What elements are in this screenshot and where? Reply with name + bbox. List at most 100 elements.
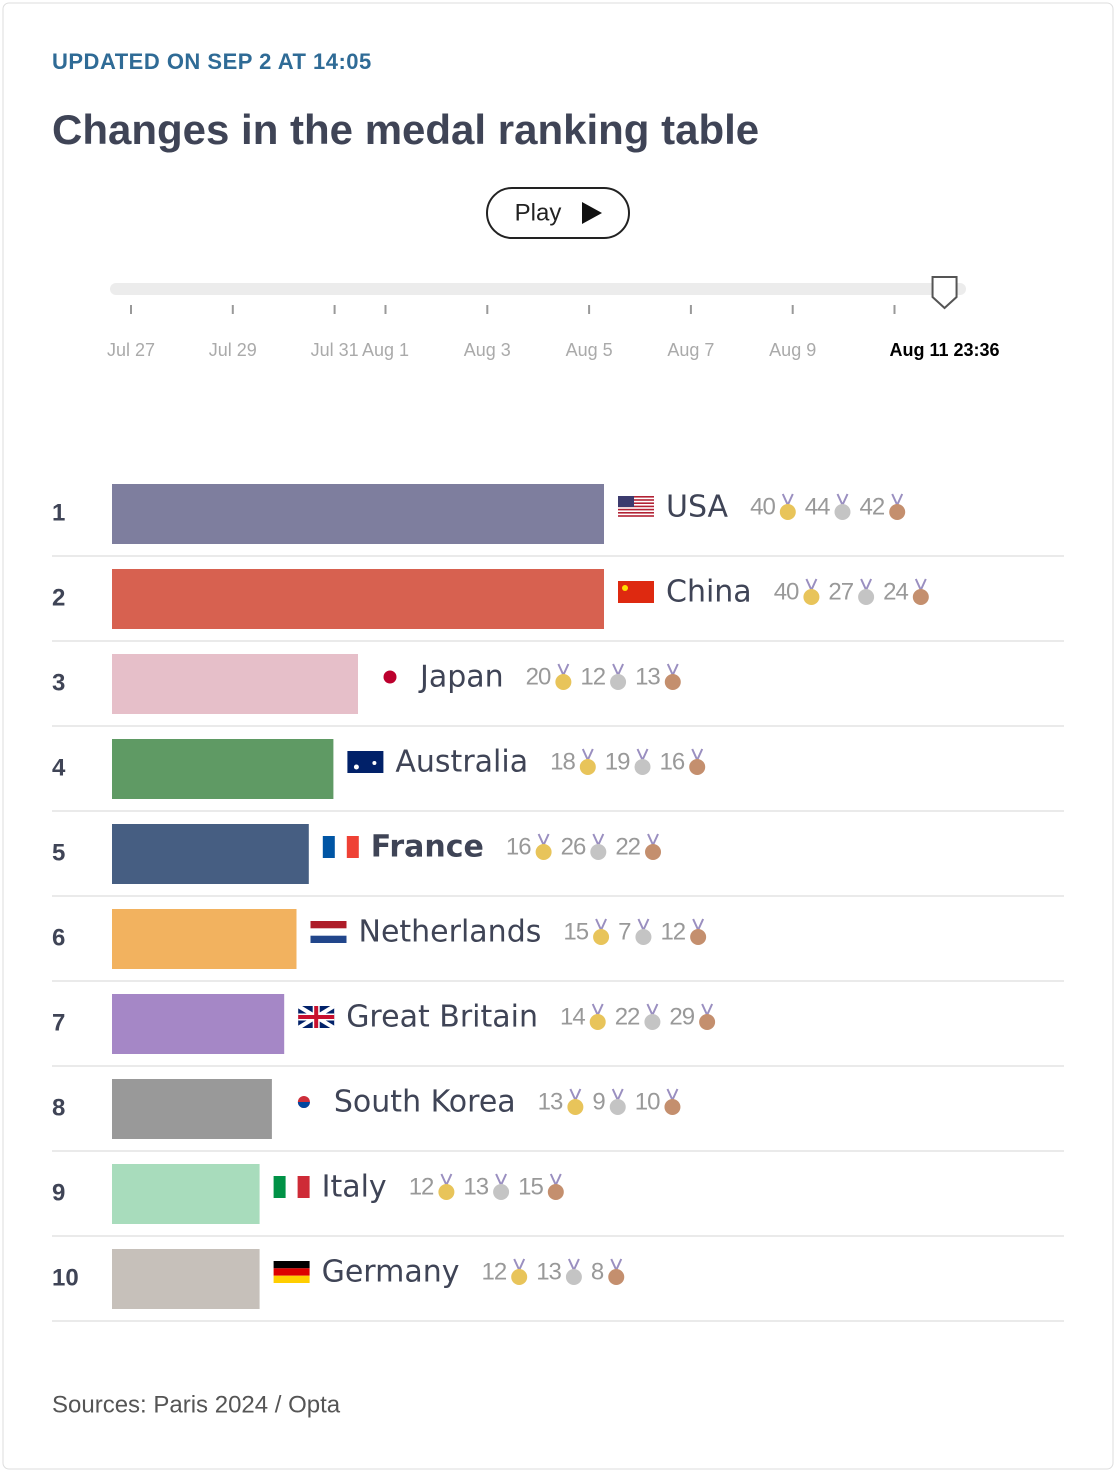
country-name: Germany (322, 1255, 460, 1290)
bar (112, 1164, 260, 1224)
flag (310, 935, 347, 943)
timeline-label: Aug 1 (362, 340, 409, 360)
timeline-current: Aug 11 23:36 (890, 340, 1000, 360)
medal (889, 504, 906, 520)
medal (689, 759, 706, 775)
medal (608, 1269, 625, 1285)
bar (112, 1079, 272, 1139)
rank: 5 (52, 839, 65, 866)
medal-count: 22 (615, 833, 640, 860)
flag-icon (310, 921, 347, 943)
flag (346, 836, 359, 858)
medal (664, 674, 681, 690)
play-label[interactable]: Play (515, 199, 562, 226)
play-icon[interactable] (582, 202, 602, 224)
flag (383, 670, 397, 684)
flag (372, 761, 377, 765)
timeline-track[interactable] (110, 283, 966, 295)
flag-icon (322, 836, 359, 858)
flag (322, 836, 335, 858)
medal (535, 844, 552, 860)
medal (590, 844, 607, 860)
flag (622, 585, 628, 591)
country-name: Japan (418, 660, 504, 695)
medal-count: 26 (561, 833, 586, 860)
bar (112, 994, 285, 1054)
rank: 1 (52, 499, 65, 526)
medal-count: 42 (860, 493, 885, 520)
flag (618, 499, 654, 501)
country-name: South Korea (334, 1085, 516, 1120)
medal (609, 1099, 626, 1115)
flag (273, 1268, 310, 1276)
flag (618, 496, 654, 498)
medal (610, 674, 627, 690)
flag-icon (297, 1004, 336, 1030)
flag-icon (618, 496, 654, 517)
country-name: Australia (395, 745, 528, 780)
bar (112, 824, 309, 884)
country-name: Italy (322, 1170, 387, 1205)
flag-icon (618, 581, 654, 603)
medal-count: 29 (669, 1003, 694, 1030)
country-name: USA (666, 490, 729, 525)
flag (618, 508, 654, 511)
timeline-label: Aug 7 (667, 340, 714, 360)
rank: 3 (52, 669, 65, 696)
flag (618, 502, 654, 504)
timeline-label: Aug 9 (769, 340, 816, 360)
country-name: China (666, 575, 752, 610)
medal (438, 1184, 455, 1200)
bar (112, 909, 297, 969)
country-name: France (371, 830, 484, 865)
play-button[interactable]: Play (486, 187, 630, 239)
rank: 6 (52, 924, 65, 951)
rank: 2 (52, 584, 65, 611)
medal-count: 14 (560, 1003, 585, 1030)
timeline-label: Aug 3 (464, 340, 511, 360)
medal-count: 20 (526, 663, 551, 690)
source: Sources: Paris 2024 / Opta (52, 1391, 341, 1418)
medal-count: 16 (506, 833, 531, 860)
flag (618, 581, 654, 603)
medal-count: 12 (409, 1173, 434, 1200)
play-frame[interactable] (486, 187, 630, 239)
medal-count: 12 (481, 1258, 506, 1285)
medal-count: 13 (538, 1088, 563, 1115)
country-name: Great Britain (346, 1000, 538, 1035)
medal (511, 1269, 528, 1285)
flag-icon (347, 751, 384, 773)
flag (618, 512, 654, 514)
flag (618, 515, 654, 517)
medal-count: 9 (592, 1088, 605, 1115)
medal-count: 12 (660, 918, 685, 945)
medal (493, 1184, 510, 1200)
medal-count: 13 (635, 663, 660, 690)
timeline-thumb[interactable] (931, 276, 958, 310)
medal-count: 27 (828, 578, 853, 605)
medal-count: 13 (536, 1258, 561, 1285)
medal (912, 589, 929, 605)
medal-count: 24 (883, 578, 908, 605)
flag (273, 1176, 286, 1198)
medal-count: 10 (635, 1088, 660, 1115)
flag (618, 496, 634, 507)
medal-count: 7 (618, 918, 631, 945)
medal-count: 18 (550, 748, 575, 775)
medal-count: 16 (660, 748, 685, 775)
bar (112, 569, 604, 629)
medal-count: 15 (563, 918, 588, 945)
rank: 10 (52, 1264, 79, 1291)
medal (593, 929, 610, 945)
medal-count: 44 (805, 493, 830, 520)
medal (645, 844, 662, 860)
flag (353, 764, 359, 770)
country-name: Netherlands (359, 915, 542, 950)
timeline-label: Jul 27 (107, 340, 155, 360)
medal-count: 40 (774, 578, 799, 605)
medal (779, 504, 796, 520)
medal (579, 759, 596, 775)
medal-count: 8 (591, 1258, 604, 1285)
